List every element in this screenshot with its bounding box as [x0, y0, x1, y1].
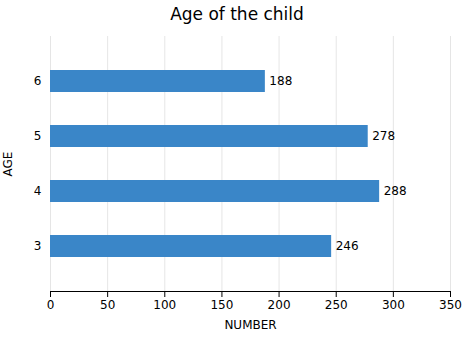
svg-text:288: 288 — [384, 184, 407, 198]
svg-text:246: 246 — [336, 239, 359, 253]
svg-text:188: 188 — [269, 74, 292, 88]
svg-text:5: 5 — [34, 129, 42, 143]
html-text:Age of the child: Age of the child — [170, 4, 304, 24]
svg-text:278: 278 — [372, 129, 395, 143]
svg-text:100: 100 — [153, 298, 176, 312]
svg-text:350: 350 — [439, 298, 462, 312]
svg-text:250: 250 — [325, 298, 348, 312]
svg-text:300: 300 — [382, 298, 405, 312]
svg-text:150: 150 — [210, 298, 233, 312]
svg-text:AGE: AGE — [1, 152, 15, 177]
svg-text:0: 0 — [47, 298, 55, 312]
svg-text:6: 6 — [34, 74, 42, 88]
svg-text:50: 50 — [100, 298, 115, 312]
svg-text:4: 4 — [34, 184, 42, 198]
svg-text:NUMBER: NUMBER — [224, 318, 276, 332]
svg-text:200: 200 — [268, 298, 291, 312]
svg-text:3: 3 — [34, 239, 42, 253]
